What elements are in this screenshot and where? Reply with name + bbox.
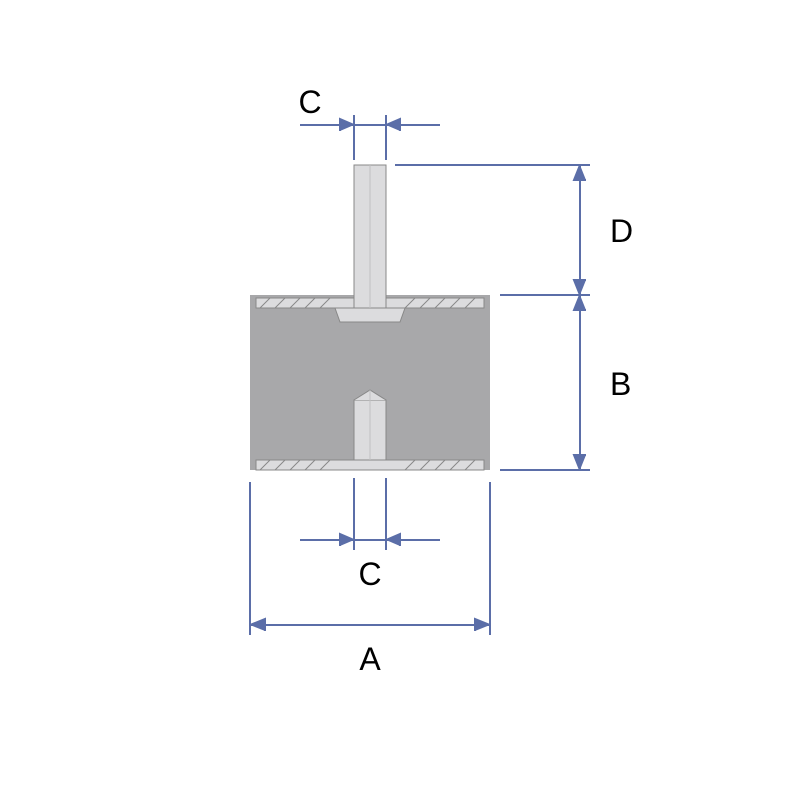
dimension-D xyxy=(395,165,590,295)
label-C-bottom: C xyxy=(358,556,381,592)
dimension-C-top xyxy=(300,115,440,160)
dimension-C-bottom xyxy=(300,478,440,550)
dimension-B xyxy=(500,295,590,470)
technical-drawing: A C C D B xyxy=(0,0,800,800)
label-B: B xyxy=(610,366,631,402)
top-stud-base xyxy=(335,308,405,322)
bottom-plate xyxy=(256,460,484,470)
label-C-top: C xyxy=(298,84,321,120)
label-D: D xyxy=(610,213,633,249)
label-A: A xyxy=(359,641,381,677)
